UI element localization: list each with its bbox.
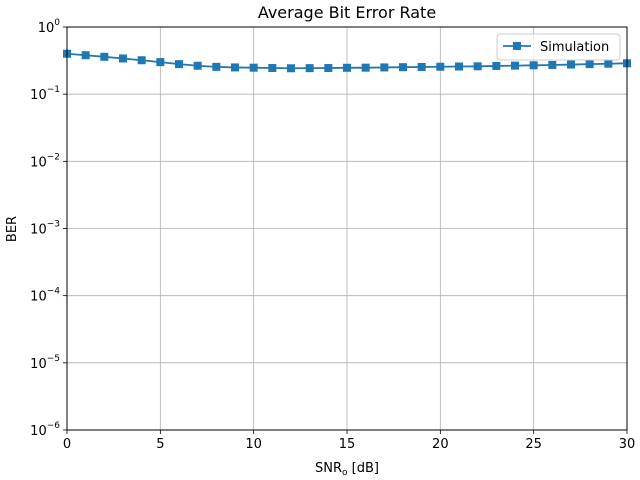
legend-box: [496, 33, 621, 61]
data-point: [268, 64, 277, 73]
data-point: [548, 60, 557, 69]
data-point: [436, 62, 445, 71]
y-tick-label: 10−2: [30, 152, 60, 170]
legend-marker: [513, 42, 521, 50]
data-point: [249, 63, 258, 72]
x-axis-label-subscript: o: [342, 468, 348, 478]
data-point: [567, 60, 575, 69]
x-tick-label: 0: [63, 437, 71, 452]
legend-label: Simulation: [540, 40, 609, 55]
y-axis-label: BER: [5, 216, 20, 242]
y-axis: 10−6 10−5 10−4 10−3 10−2 10−1 100: [30, 18, 67, 439]
y-tick-label: 10−1: [30, 85, 60, 103]
series-layer: [63, 49, 631, 73]
data-point: [585, 60, 594, 69]
data-point: [100, 52, 109, 61]
data-point: [492, 61, 501, 70]
y-tick-label: 10−3: [30, 220, 60, 238]
legend: Simulation: [496, 33, 621, 61]
x-tick-label: 10: [245, 437, 262, 452]
data-point: [343, 63, 351, 72]
data-point: [399, 63, 407, 72]
data-point: [305, 64, 314, 73]
data-point: [473, 62, 482, 71]
x-tick-label: 15: [339, 437, 356, 452]
y-tick-label: 100: [38, 18, 61, 36]
x-axis: 0 5 10 15 20 25 30: [63, 430, 635, 452]
data-point: [287, 64, 295, 73]
x-axis-label-unit: [dB]: [348, 461, 379, 476]
y-tick-label: 10−5: [30, 354, 60, 372]
x-axis-label: SNRo [dB]: [315, 461, 379, 478]
data-point: [81, 51, 90, 60]
data-point: [324, 64, 333, 73]
x-tick-label: 30: [619, 437, 636, 452]
data-point: [193, 61, 202, 70]
data-point: [604, 59, 613, 68]
data-point: [175, 60, 183, 69]
x-tick-label: 25: [525, 437, 542, 452]
data-point: [156, 58, 165, 67]
data-point: [455, 62, 463, 71]
data-point: [511, 61, 519, 70]
data-point: [119, 54, 127, 63]
data-point: [361, 63, 370, 72]
data-point: [212, 62, 221, 71]
data-point: [380, 63, 389, 72]
data-point: [137, 56, 146, 65]
data-point: [417, 62, 426, 71]
y-tick-label: 10−4: [30, 287, 60, 305]
data-point: [529, 61, 538, 70]
data-point: [231, 63, 239, 72]
x-tick-label: 20: [432, 437, 449, 452]
x-axis-label-main: SNR: [315, 461, 342, 476]
y-tick-label: 10−6: [30, 421, 60, 439]
x-tick-label: 5: [156, 437, 164, 452]
chart-title: Average Bit Error Rate: [258, 3, 436, 22]
